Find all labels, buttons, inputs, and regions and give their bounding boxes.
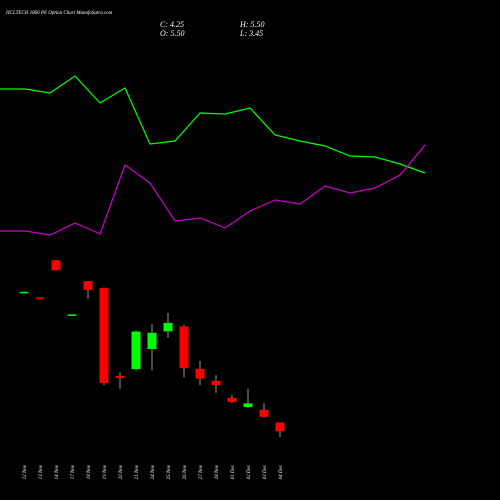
- x-tick-label: 12 Nov: [23, 464, 28, 479]
- x-tick-label: 26 Nov: [183, 464, 188, 479]
- x-tick-label: 14 Nov: [55, 464, 60, 479]
- candle-body: [243, 403, 253, 407]
- candle-body: [67, 314, 77, 316]
- candle-body: [195, 368, 205, 379]
- candle-body: [35, 297, 45, 299]
- candle-body: [211, 380, 221, 386]
- ohlc-label: C: 4.25: [160, 20, 184, 29]
- ohlc-label: O: 5.50: [160, 29, 184, 38]
- candle-body: [147, 332, 157, 350]
- chart-title: HCLTECH 1860 PE Option Chart MunafaSutra…: [5, 11, 113, 16]
- candle-body: [275, 422, 285, 432]
- x-tick-label: 03 Dec: [263, 464, 268, 479]
- indicator-line: [0, 144, 426, 236]
- candle-body: [83, 281, 93, 290]
- x-tick-label: 01 Dec: [231, 464, 236, 479]
- candle-body: [131, 331, 141, 370]
- indicator-line: [0, 75, 426, 174]
- x-tick-label: 02 Dec: [247, 464, 252, 479]
- candle-body: [179, 326, 189, 369]
- ohlc-label: H: 5.50: [239, 20, 264, 29]
- x-tick-label: 24 Nov: [151, 464, 156, 479]
- candle-body: [227, 397, 237, 403]
- x-tick-label: 19 Nov: [103, 464, 108, 479]
- x-tick-label: 27 Nov: [199, 464, 204, 479]
- candle-body: [163, 322, 173, 332]
- candle-body: [51, 260, 61, 271]
- x-tick-label: 25 Nov: [167, 464, 172, 479]
- ohlc-label: L: 3.45: [239, 29, 263, 38]
- x-tick-label: 13 Nov: [39, 464, 44, 479]
- x-tick-label: 18 Nov: [87, 464, 92, 479]
- candle-body: [19, 291, 29, 294]
- x-tick-label: 17 Nov: [71, 464, 76, 479]
- x-tick-label: 20 Nov: [119, 464, 124, 479]
- x-tick-label: 04 Dec: [279, 464, 284, 479]
- x-tick-label: 28 Nov: [215, 464, 220, 479]
- candle-body: [115, 375, 125, 378]
- candle-body: [99, 287, 109, 383]
- candle-body: [259, 409, 269, 417]
- x-tick-label: 21 Nov: [135, 464, 140, 479]
